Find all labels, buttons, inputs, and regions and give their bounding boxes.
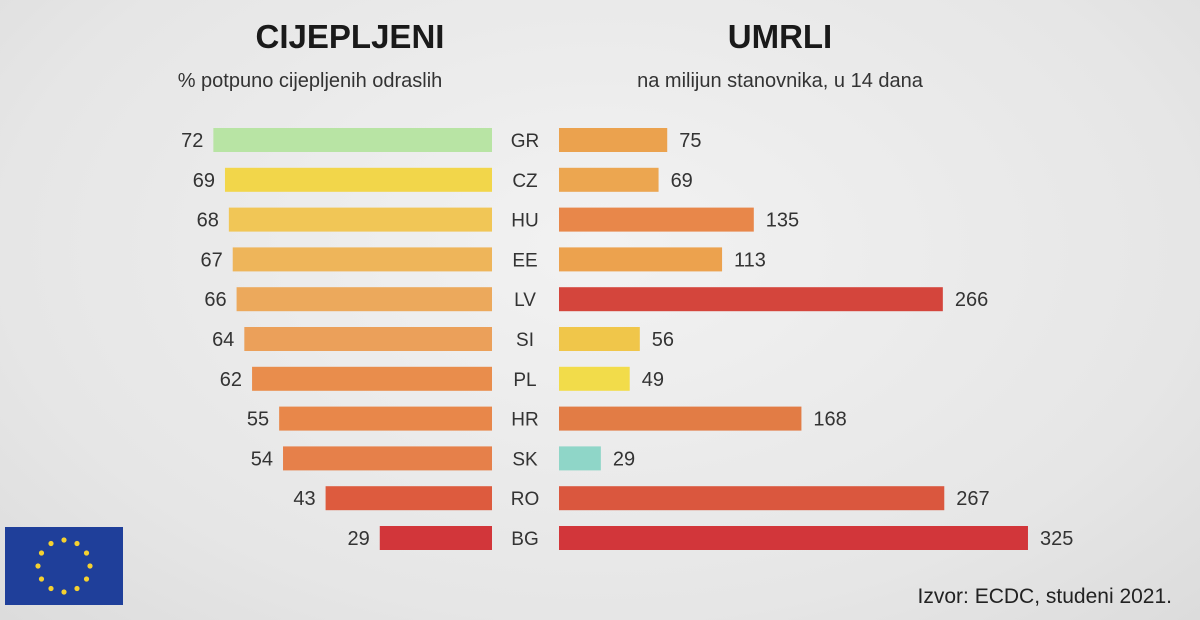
flag-star [74, 540, 80, 547]
left-value-label: 54 [251, 448, 273, 470]
left-bar-CZ [224, 167, 492, 192]
right-bar-RO [559, 486, 945, 511]
flag-star [83, 576, 90, 582]
flag-star [87, 563, 93, 569]
eu-flag-icon [5, 527, 123, 605]
right-chart-title: UMRLI [727, 18, 833, 55]
left-value-label: 29 [348, 528, 370, 550]
country-label: PL [513, 370, 536, 391]
right-bar-SI [559, 327, 640, 351]
flag-star [74, 585, 80, 592]
left-value-label: 62 [220, 369, 242, 391]
flag-star [48, 540, 54, 547]
left-bar-LV [236, 287, 492, 312]
country-label: HR [511, 410, 538, 431]
flag-star [48, 585, 54, 592]
left-bar-SI [244, 327, 492, 351]
left-bar-HR [279, 406, 492, 431]
left-value-label: 66 [204, 289, 226, 311]
right-value-label: 69 [671, 170, 693, 192]
country-label: CZ [512, 171, 538, 192]
left-bar-RO [325, 486, 492, 511]
right-bar-HR [559, 406, 802, 431]
flag-star [83, 550, 90, 556]
right-value-label: 135 [766, 210, 799, 232]
country-label: HU [511, 211, 538, 232]
left-value-label: 72 [181, 130, 203, 152]
right-bar-GR [559, 128, 668, 152]
left-bar-BG [379, 526, 492, 550]
left-bar-SK [283, 446, 492, 471]
right-value-label: 75 [679, 130, 701, 152]
flag-star [61, 537, 67, 543]
source-note: Izvor: ECDC, studeni 2021. [917, 585, 1172, 608]
left-bar-HU [228, 207, 492, 232]
left-chart-title: CIJEPLJENI [255, 18, 445, 55]
right-value-label: 56 [652, 329, 674, 351]
left-bar-EE [232, 247, 492, 272]
right-bar-LV [559, 287, 943, 312]
right-bar-HU [559, 207, 754, 232]
right-bar-EE [559, 247, 723, 272]
left-value-label: 68 [197, 210, 219, 232]
left-chart-subtitle: % potpuno cijepljenih odraslih [177, 70, 443, 92]
right-value-label: 325 [1040, 528, 1073, 550]
country-label: SI [516, 330, 534, 351]
left-value-label: 69 [193, 170, 215, 192]
flag-star [38, 576, 45, 582]
right-value-label: 266 [955, 289, 988, 311]
country-label: EE [512, 250, 537, 271]
right-value-label: 49 [642, 369, 664, 391]
country-label: RO [511, 489, 540, 510]
flag-star [61, 589, 67, 595]
right-value-label: 168 [813, 409, 846, 431]
right-value-label: 267 [956, 488, 989, 510]
country-label: BG [511, 529, 538, 550]
left-value-label: 64 [212, 329, 234, 351]
country-label: GR [511, 131, 540, 152]
country-label: SK [512, 449, 538, 470]
right-bar-BG [559, 526, 1028, 550]
left-value-label: 55 [247, 409, 269, 431]
flag-star [35, 563, 41, 569]
country-label: LV [514, 290, 536, 311]
right-bar-SK [559, 446, 601, 471]
right-bar-PL [559, 366, 630, 391]
right-value-label: 29 [613, 448, 635, 470]
right-chart-subtitle: na milijun stanovnika, u 14 dana [637, 70, 923, 92]
left-value-label: 43 [293, 488, 315, 510]
flag-star [38, 550, 45, 556]
left-bar-PL [252, 366, 492, 391]
left-bar-GR [213, 128, 493, 152]
left-value-label: 67 [200, 249, 222, 271]
right-bar-CZ [559, 167, 659, 192]
right-value-label: 113 [734, 249, 766, 271]
